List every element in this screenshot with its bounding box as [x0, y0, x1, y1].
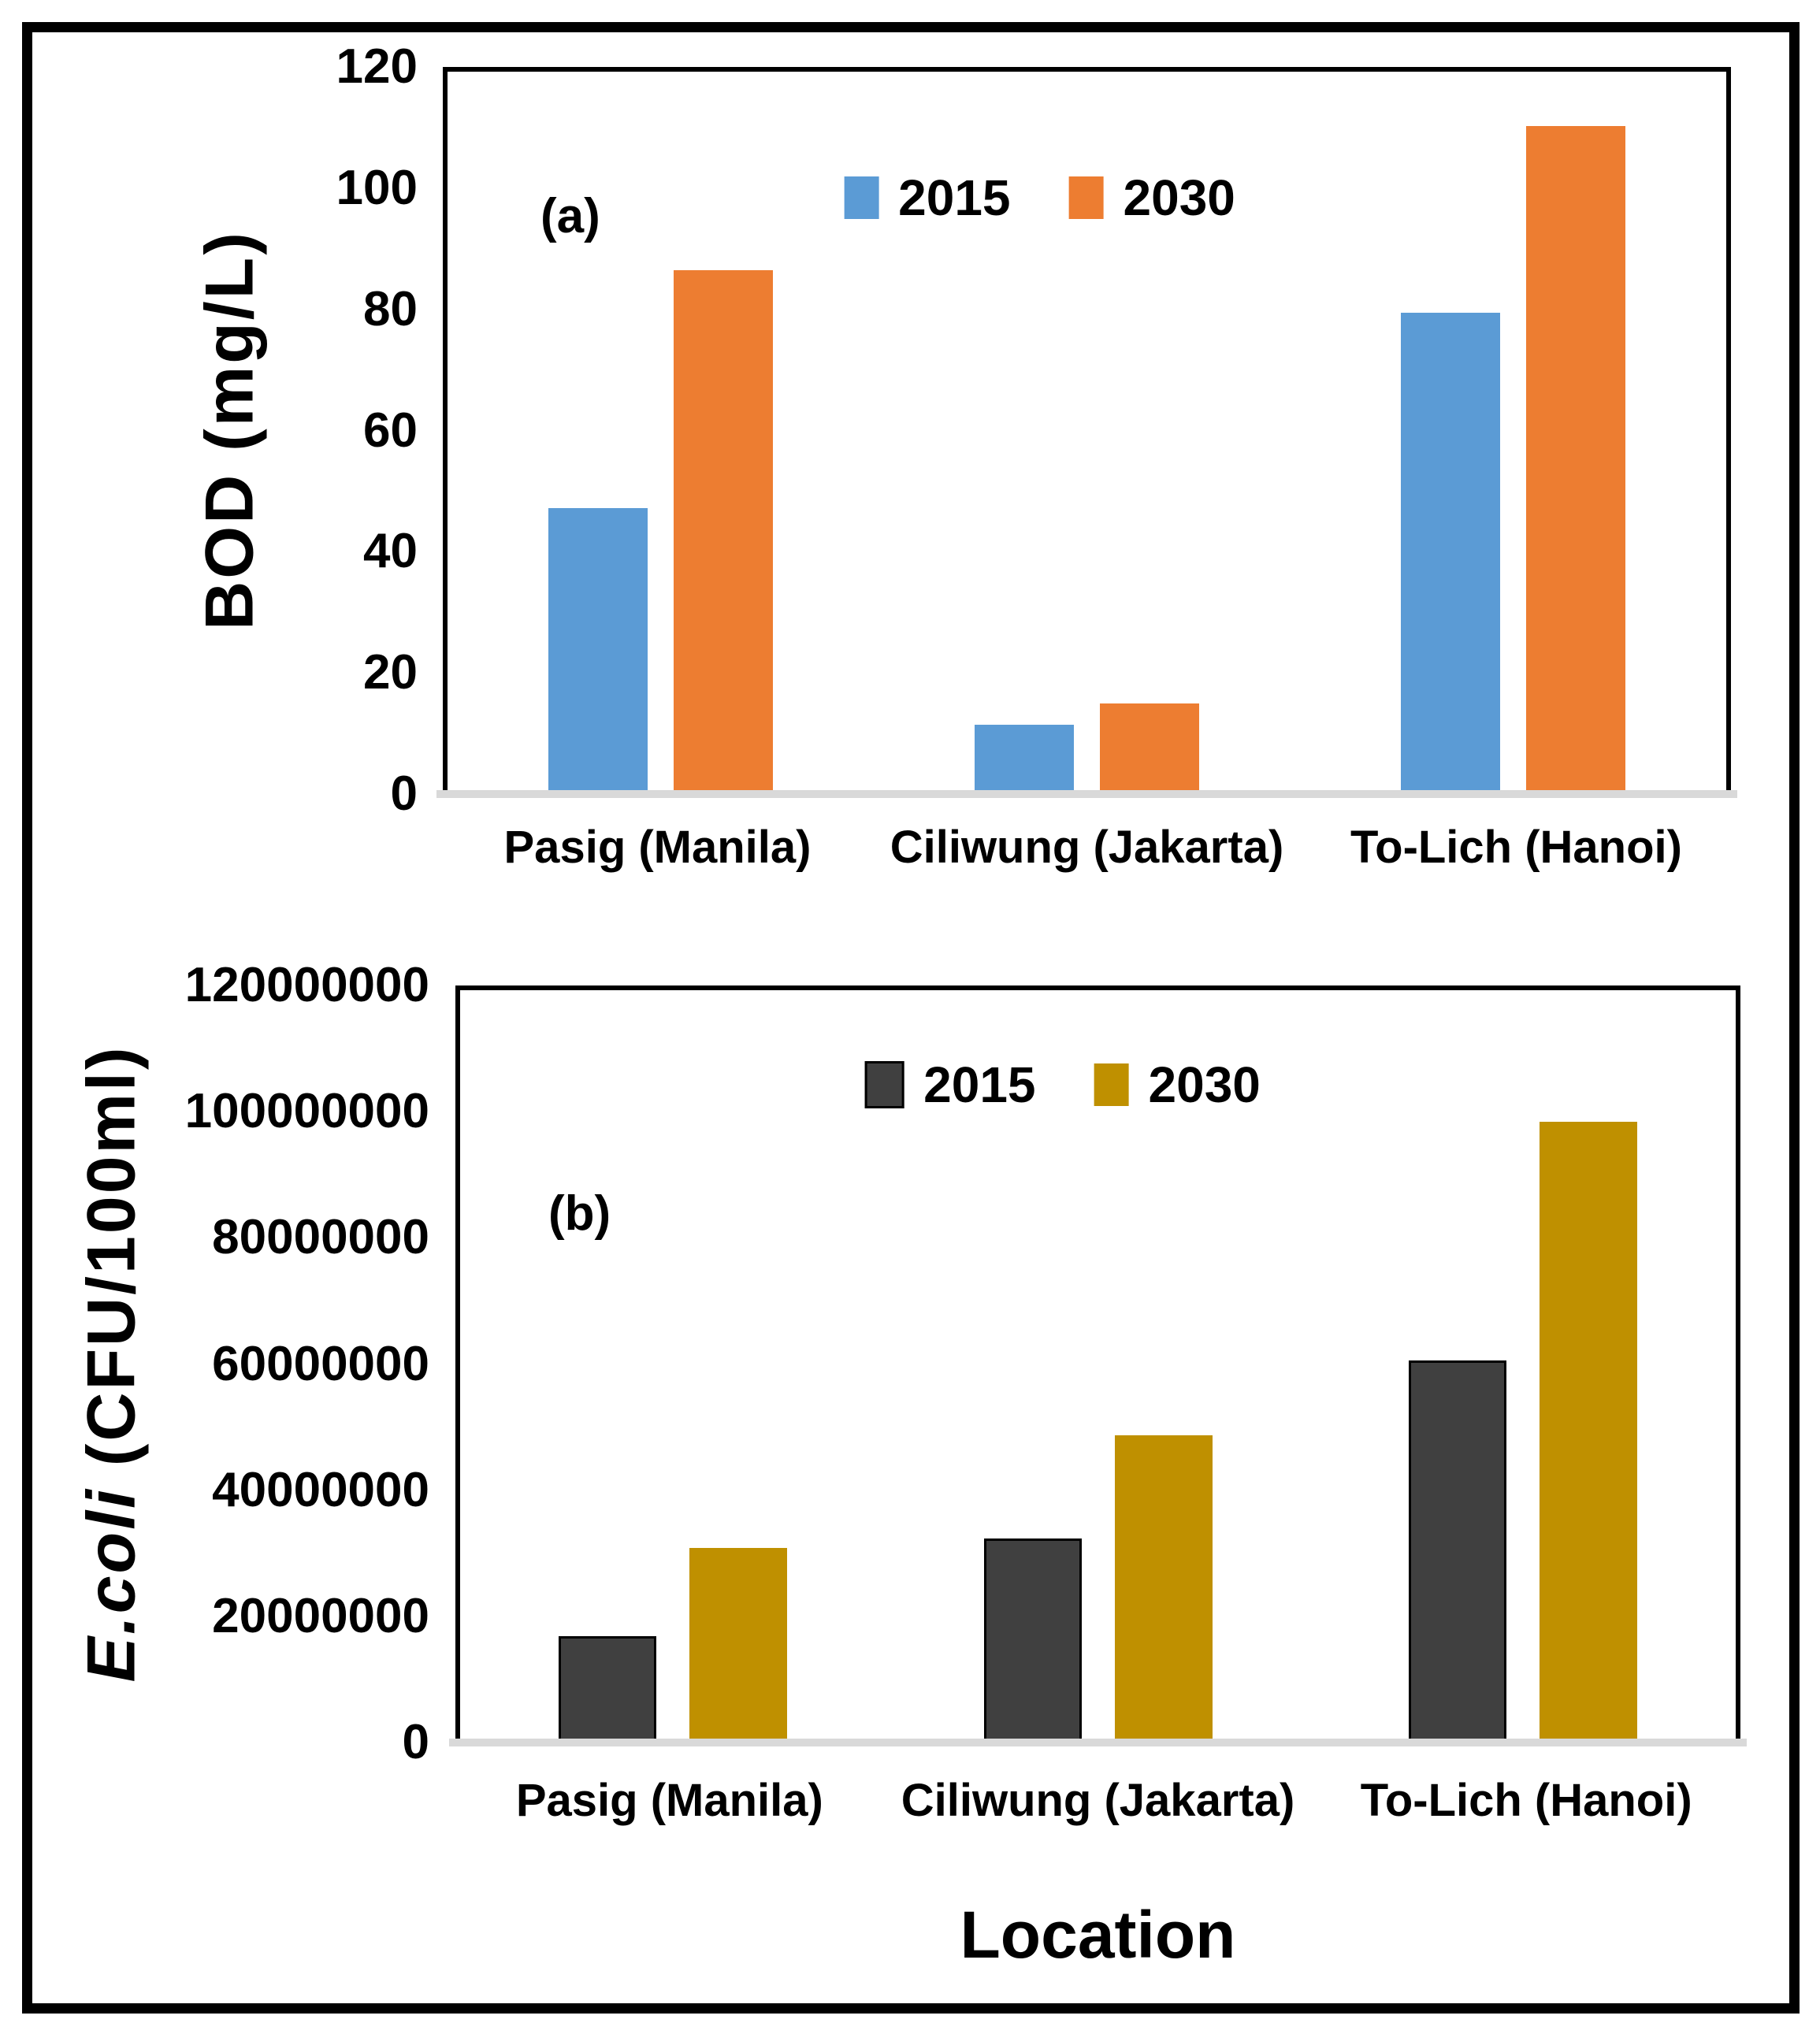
y-tick-label: 0 — [390, 766, 418, 821]
panel-a-plot-area: (a) 2015 2030 — [436, 67, 1737, 798]
bar-2015-Pasig (Manila) — [548, 508, 648, 794]
bar-2015-Ciliwung (Jakarta) — [975, 725, 1074, 794]
panel-a-legend: 2015 2030 — [844, 173, 1235, 223]
panel-b-legend-label-2015: 2015 — [923, 1056, 1036, 1113]
bar-2030-To-Lich (Hanoi) — [1526, 125, 1625, 794]
panel-b-legend-item-2015: 2015 — [864, 1056, 1036, 1113]
y-tick-label: 40000000 — [212, 1462, 429, 1517]
figure-border — [22, 22, 1800, 2014]
category-label: Pasig (Manila) — [515, 1775, 823, 1826]
panel-b-legend: 2015 2030 — [864, 1060, 1261, 1110]
panel-b-legend-swatch-2015 — [864, 1061, 904, 1108]
panel-a-x-axis-line — [436, 790, 1737, 798]
bar-2030-Pasig (Manila) — [689, 1548, 787, 1743]
y-tick-label: 20 — [363, 645, 418, 700]
bar-2015-Pasig (Manila) — [558, 1635, 656, 1743]
panel-a-category-labels: Pasig (Manila) Ciliwung (Jakarta) To-Lich … — [443, 821, 1731, 874]
panel-a-legend-label-2015: 2015 — [898, 169, 1011, 226]
panel-b-legend-item-2030: 2030 — [1094, 1060, 1261, 1110]
y-tick-label: 40 — [363, 524, 418, 579]
panel-a-label: (a) — [540, 189, 600, 243]
y-tick-label: 20000000 — [212, 1588, 429, 1643]
panel-b-plot-area: (b) 2015 2030 — [449, 985, 1747, 1746]
y-tick-label: 60 — [363, 403, 418, 458]
y-tick-label: 120000000 — [184, 958, 429, 1012]
y-tick-label: 80 — [363, 281, 418, 336]
bar-2015-To-Lich (Hanoi) — [1401, 312, 1500, 794]
panel-b-y-axis-ticks: 0 20000000 40000000 60000000 80000000 1000000… — [0, 961, 429, 1767]
bar-2030-Ciliwung (Jakarta) — [1114, 1435, 1213, 1743]
bar-2030-To-Lich (Hanoi) — [1540, 1122, 1638, 1743]
panel-a-legend-label-2030: 2030 — [1123, 169, 1235, 226]
panel-b-category-labels: Pasig (Manila) Ciliwung (Jakarta) To-Lich … — [455, 1774, 1740, 1827]
y-tick-label: 80000000 — [212, 1210, 429, 1265]
category-label: To-Lich (Hanoi) — [1360, 1775, 1692, 1826]
panel-b-label: (b) — [548, 1186, 611, 1241]
bar-2030-Ciliwung (Jakarta) — [1100, 703, 1199, 794]
panel-a-legend-item-2015: 2015 — [844, 169, 1011, 226]
bar-2015-To-Lich (Hanoi) — [1409, 1360, 1507, 1743]
y-tick-label: 100 — [336, 160, 418, 215]
bar-2030-Pasig (Manila) — [674, 270, 773, 794]
y-tick-label: 120 — [336, 39, 418, 94]
panel-b-legend-swatch-2030 — [1094, 1063, 1129, 1106]
panel-a-legend-item-2030: 2030 — [1068, 169, 1235, 226]
x-axis-title: Location — [960, 1898, 1236, 1972]
panel-a-legend-swatch-2015 — [844, 176, 879, 219]
category-label: Ciliwung (Jakarta) — [890, 822, 1284, 873]
panel-a-legend-swatch-2030 — [1068, 176, 1104, 219]
panel-a-y-axis-ticks: 0 20 40 60 80 100 120 — [0, 43, 418, 818]
panel-b-x-axis-line — [449, 1739, 1747, 1746]
y-tick-label: 60000000 — [212, 1336, 429, 1391]
bar-2015-Ciliwung (Jakarta) — [983, 1538, 1082, 1743]
panel-b-legend-label-2030: 2030 — [1148, 1056, 1261, 1113]
y-tick-label: 0 — [402, 1715, 429, 1769]
y-tick-label: 100000000 — [184, 1084, 429, 1139]
category-label: To-Lich (Hanoi) — [1350, 822, 1682, 873]
category-label: Ciliwung (Jakarta) — [901, 1775, 1295, 1826]
category-label: Pasig (Manila) — [503, 822, 812, 873]
